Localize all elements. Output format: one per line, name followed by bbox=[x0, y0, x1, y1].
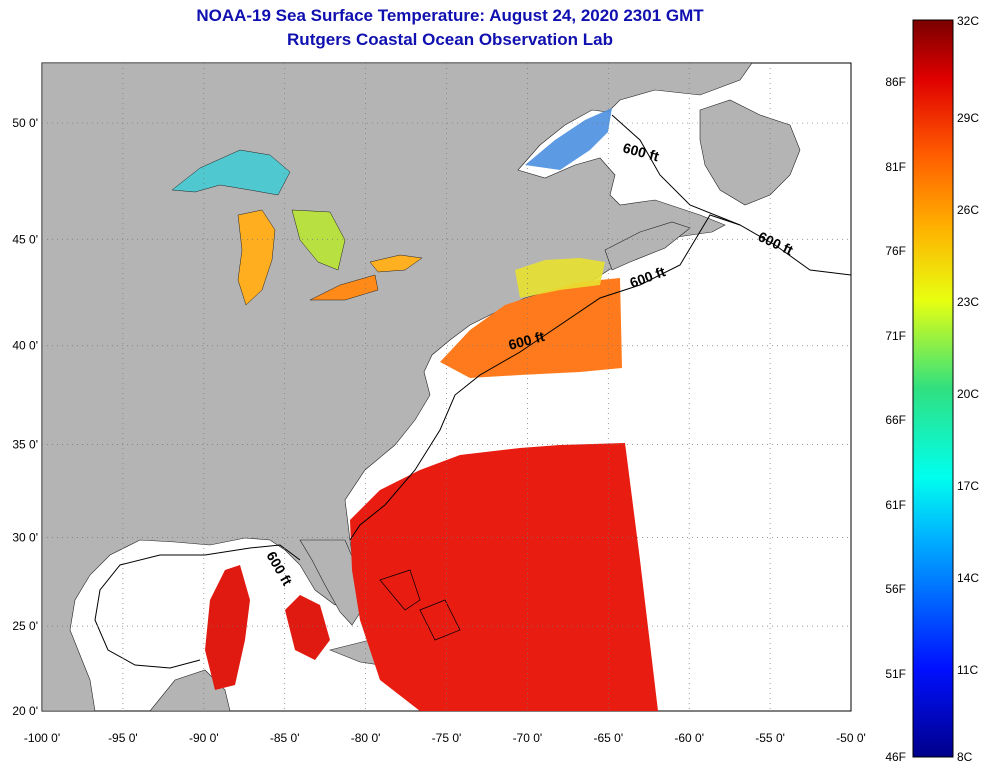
colorbar-c-label: 8C bbox=[957, 750, 973, 764]
longitude-ticks: -100 0' -95 0' -90 0' -85 0' -80 0' -75 0' -70… bbox=[24, 731, 866, 745]
lat-tick-label: 20 0' bbox=[12, 704, 38, 718]
bahamas-banks bbox=[379, 569, 461, 641]
colorbar-c-label: 17C bbox=[957, 479, 980, 493]
lat-tick-label: 35 0' bbox=[12, 438, 38, 452]
colorbar-c-label: 14C bbox=[957, 571, 980, 585]
sst-gulf-east bbox=[285, 595, 330, 660]
lon-tick-label: -55 0' bbox=[755, 731, 785, 745]
lake-erie bbox=[309, 274, 379, 301]
lon-tick-label: -100 0' bbox=[24, 731, 60, 745]
latitude-ticks: 50 0' 45 0' 40 0' 35 0' 30 0' 25 0' 20 0' bbox=[12, 116, 38, 718]
lon-tick-label: -85 0' bbox=[270, 731, 300, 745]
isobath-600ft-east bbox=[349, 214, 851, 541]
land-newfoundland bbox=[699, 99, 801, 206]
colorbar-f-label: 61F bbox=[885, 497, 906, 512]
colorbar-f-label: 56F bbox=[885, 582, 906, 596]
lon-tick-label: -95 0' bbox=[108, 731, 138, 745]
land-nova-scotia bbox=[604, 221, 691, 271]
lat-tick-label: 40 0' bbox=[12, 339, 38, 353]
lon-tick-label: -65 0' bbox=[593, 731, 623, 745]
colorbar bbox=[912, 19, 954, 758]
colorbar-c-label: 23C bbox=[957, 295, 980, 309]
colorbar-f-label: 46F bbox=[885, 750, 906, 764]
title-line-1: NOAA-19 Sea Surface Temperature: August … bbox=[196, 6, 704, 25]
lat-tick-label: 25 0' bbox=[12, 619, 38, 633]
lon-tick-label: -70 0' bbox=[513, 731, 543, 745]
lon-tick-label: -60 0' bbox=[674, 731, 704, 745]
grid-lines bbox=[42, 63, 851, 711]
sst-gulf-of-maine bbox=[515, 258, 605, 298]
colorbar-c-label: 20C bbox=[957, 387, 980, 401]
lat-tick-label: 30 0' bbox=[12, 531, 38, 545]
sst-st-lawrence bbox=[525, 108, 612, 170]
colorbar-c-label: 29C bbox=[957, 111, 980, 125]
land-florida bbox=[299, 539, 366, 626]
lat-tick-label: 45 0' bbox=[12, 232, 38, 246]
colorbar-f-label: 66F bbox=[885, 413, 906, 427]
land-north-america bbox=[42, 63, 753, 711]
title-line-2: Rutgers Coastal Ocean Observation Lab bbox=[287, 30, 613, 49]
lake-superior bbox=[171, 149, 291, 196]
sst-northeast bbox=[440, 278, 622, 378]
colorbar-f-label: 76F bbox=[885, 244, 906, 258]
lat-tick-label: 50 0' bbox=[12, 116, 38, 130]
colorbar-c-label: 11C bbox=[957, 663, 979, 677]
isobath-600ft-newfoundland bbox=[611, 114, 741, 226]
colorbar-f-label: 51F bbox=[885, 666, 906, 681]
colorbar-f-label: 86F bbox=[885, 75, 906, 89]
colorbar-f-label: 71F bbox=[885, 328, 906, 343]
colorbar-f-label: 81F bbox=[885, 159, 906, 174]
isobath-600ft-gulf bbox=[94, 544, 301, 669]
lake-ontario bbox=[369, 254, 423, 273]
lake-michigan bbox=[237, 209, 276, 306]
lake-huron bbox=[291, 209, 346, 271]
lon-tick-label: -90 0' bbox=[189, 731, 219, 745]
sst-gulf-streaks bbox=[205, 565, 250, 690]
lon-tick-label: -50 0' bbox=[836, 731, 866, 745]
colorbar-c-label: 32C bbox=[957, 14, 980, 28]
lon-tick-label: -80 0' bbox=[351, 731, 381, 745]
lon-tick-label: -75 0' bbox=[432, 731, 462, 745]
colorbar-c-label: 26C bbox=[957, 203, 980, 217]
sst-atlantic bbox=[350, 443, 658, 711]
